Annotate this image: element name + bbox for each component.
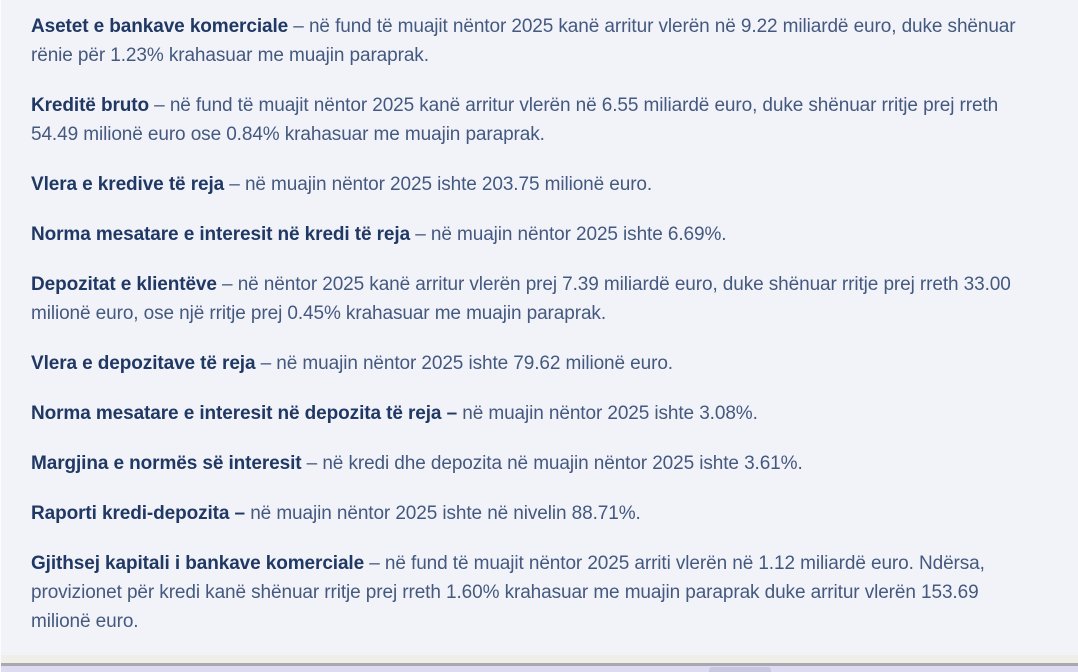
paragraph-title: Raporti kredi-depozita –: [31, 503, 246, 524]
paragraph-title: Vlera e depozitave të reja: [31, 353, 256, 374]
paragraph-new-loans-value: Vlera e kredive të reja – në muajin nënt…: [31, 170, 1043, 199]
paragraph-body: në fund të muajit nëntor 2025 kanë arrit…: [31, 95, 999, 145]
paragraph-title: Margjina e normës së interesit: [31, 453, 302, 474]
paragraph-title: Norma mesatare e interesit në depozita t…: [31, 403, 458, 424]
paragraph-body: në nëntor 2025 kanë arritur vlerën prej …: [31, 274, 1011, 324]
dash-separator: –: [288, 16, 309, 37]
paragraph-title: Vlera e kredive të reja: [31, 174, 225, 195]
dash-separator: –: [410, 224, 431, 245]
dash-separator: –: [255, 353, 277, 374]
paragraph-body: në fund të muajit nëntor 2025 arriti vle…: [31, 553, 985, 632]
paragraph-title: Depozitat e klientëve: [31, 274, 217, 295]
dash-separator: –: [364, 553, 385, 574]
footer-divider-line: [1, 663, 1078, 666]
paragraph-title: Asetet e bankave komerciale: [31, 16, 289, 37]
paragraph-total-capital: Gjithsej kapitali i bankave komerciale –…: [31, 549, 1043, 636]
footer-edge-strip: [1, 655, 1078, 663]
paragraph-body: në muajin nëntor 2025 ishte 79.62 milion…: [276, 353, 673, 374]
paragraph-body: në muajin nëntor 2025 ishte 6.69%.: [430, 224, 727, 245]
scrollbar-thumb[interactable]: [709, 667, 771, 672]
paragraph-body: në muajin nëntor 2025 ishte në nivelin 8…: [250, 503, 641, 524]
dash-separator: –: [216, 274, 238, 295]
paragraph-new-deposits-rate: Norma mesatare e interesit në depozita t…: [31, 399, 1043, 428]
dash-separator: –: [301, 453, 323, 474]
report-content: Asetet e bankave komerciale – në fund të…: [1, 0, 1078, 636]
paragraph-title: Gjithsej kapitali i bankave komerciale: [31, 553, 365, 574]
paragraph-gross-loans: Kreditë bruto – në fund të muajit nëntor…: [31, 91, 1043, 149]
paragraph-new-deposits-value: Vlera e depozitave të reja – në muajin n…: [31, 349, 1043, 378]
paragraph-body: në fund të muajit nëntor 2025 kanë arrit…: [31, 16, 1016, 66]
paragraph-title: Kreditë bruto: [31, 95, 149, 116]
paragraph-client-deposits: Depozitat e klientëve – në nëntor 2025 k…: [31, 270, 1043, 328]
paragraph-assets: Asetet e bankave komerciale – në fund të…: [31, 12, 1043, 70]
horizontal-scrollbar[interactable]: [1, 666, 1078, 672]
paragraph-interest-margin: Margjina e normës së interesit – në kred…: [31, 449, 1043, 478]
paragraph-body: në muajin nëntor 2025 ishte 203.75 milio…: [244, 174, 653, 195]
paragraph-new-loans-rate: Norma mesatare e interesit në kredi të r…: [31, 220, 1043, 249]
paragraph-title: Norma mesatare e interesit në kredi të r…: [31, 224, 411, 245]
paragraph-loan-deposit-ratio: Raporti kredi-depozita – në muajin nënto…: [31, 499, 1043, 528]
dash-separator: –: [224, 174, 245, 195]
dash-separator: –: [148, 95, 170, 116]
paragraph-body: në muajin nëntor 2025 ishte 3.08%.: [462, 403, 758, 424]
paragraph-body: në kredi dhe depozita në muajin nëntor 2…: [322, 453, 803, 474]
